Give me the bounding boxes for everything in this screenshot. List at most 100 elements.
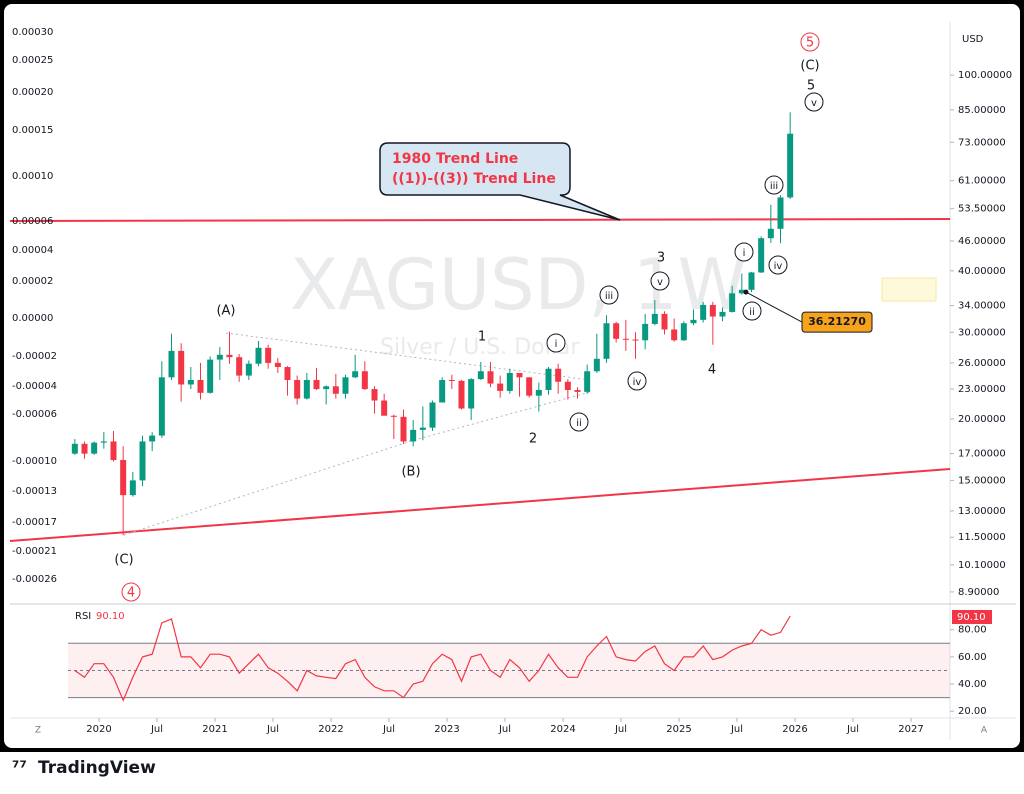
candle-body	[622, 338, 629, 340]
wave-label: (A)	[216, 304, 235, 319]
y-tick-label: 40.00000	[958, 266, 1006, 277]
x-tick-label: 2025	[666, 724, 691, 735]
left-axis-label: 0.00010	[12, 171, 53, 182]
wave-label: 4	[708, 363, 716, 378]
x-tick-label: Jul	[150, 724, 163, 735]
price-marker-line	[745, 291, 803, 323]
left-axis-label: 0.00030	[12, 27, 53, 38]
callout-line: 1980 Trend Line	[392, 151, 518, 167]
candle-body	[729, 293, 736, 312]
candle-body	[448, 379, 455, 381]
candle-body	[139, 441, 146, 481]
left-axis-label: 0.00015	[12, 125, 53, 136]
candle-body	[709, 304, 716, 317]
rsi-y-tick-label: 20.00	[958, 706, 987, 717]
y-tick-label: 85.00000	[958, 105, 1006, 116]
x-tick-label: Jul	[846, 724, 859, 735]
candle-body	[700, 304, 707, 320]
x-tick-label: 2022	[318, 724, 343, 735]
candle-body	[149, 435, 156, 442]
candle-body	[429, 402, 436, 428]
candle-body	[313, 379, 320, 390]
candle-body	[468, 379, 475, 409]
y-tick-label: 8.90000	[958, 587, 999, 598]
candle-body	[381, 400, 388, 416]
trend-line-1980	[9, 218, 951, 222]
wave-circle	[764, 175, 784, 195]
left-axis-label: -0.00010	[12, 456, 57, 467]
wave-circle	[627, 371, 647, 391]
candle-body	[671, 329, 678, 341]
candle-body	[535, 389, 542, 396]
candle-body	[719, 311, 726, 317]
rsi-value-box	[952, 610, 992, 624]
wave-circle	[121, 582, 141, 602]
candle-body	[758, 238, 765, 273]
x-tick-label: 2023	[434, 724, 459, 735]
y-tick-label: 13.00000	[958, 506, 1006, 517]
left-axis-label: 0.00004	[12, 245, 53, 256]
candle-body	[207, 359, 214, 393]
x-tick-label: 2026	[782, 724, 807, 735]
left-axis-label: 0.00020	[12, 87, 53, 98]
left-axis-label: 0.00000	[12, 313, 53, 324]
candle-body	[584, 371, 591, 392]
left-axis-label: 0.00006	[12, 216, 53, 227]
brand-logo: ⁷⁷	[12, 758, 27, 778]
candle-body	[680, 323, 687, 341]
candle-body	[477, 371, 484, 380]
candle-body	[120, 460, 127, 496]
candle-body	[129, 480, 136, 496]
wave-label: 4	[127, 586, 135, 601]
candle-body	[371, 389, 378, 401]
candle-body	[419, 427, 426, 430]
candle-body	[245, 363, 252, 376]
left-axis-label: 0.00002	[12, 276, 53, 287]
candle-body	[303, 379, 310, 399]
wave-circle	[804, 92, 824, 112]
left-axis-label: 0.00025	[12, 55, 53, 66]
button[interactable]: Z	[35, 726, 41, 736]
price-marker-dot	[743, 289, 749, 295]
left-axis-label: -0.00017	[12, 517, 57, 528]
candle-body	[593, 358, 600, 372]
wave-circle	[734, 242, 754, 262]
rsi-y-tick-label: 80.00	[958, 625, 987, 636]
left-axis-label: -0.00004	[12, 381, 57, 392]
callout-box	[379, 142, 621, 221]
candle-body	[352, 371, 359, 378]
currency: USD	[962, 34, 984, 45]
candle-body	[187, 379, 194, 385]
y-tick-label: 61.00000	[958, 176, 1006, 187]
left-axis-label: -0.00026	[12, 574, 57, 585]
wave-label: iii	[605, 291, 613, 302]
watermark-symbol: XAGUSD, 1W	[290, 244, 747, 326]
left-axis-label: -0.00013	[12, 486, 57, 497]
x-tick-label: Jul	[382, 724, 395, 735]
y-tick-label: 46.00000	[958, 236, 1006, 247]
left-axis-label: -0.00006	[12, 409, 57, 420]
candle-body	[91, 442, 98, 454]
wave-circle	[768, 255, 788, 275]
y-tick-label: 53.50000	[958, 204, 1006, 215]
candle-body	[574, 389, 581, 392]
candle-body	[555, 368, 562, 382]
wave-label: ii	[749, 307, 755, 318]
price-marker-label: 36.21270	[808, 315, 866, 328]
button[interactable]: A	[981, 726, 988, 736]
candle-body	[738, 289, 745, 294]
dotted-line	[225, 332, 591, 381]
wave-circle	[599, 285, 619, 305]
candle-body	[787, 133, 794, 198]
candle-body	[342, 377, 349, 394]
candle-body	[516, 372, 523, 378]
candle-body	[458, 380, 465, 409]
candle-body	[767, 228, 774, 239]
wave-label: 5	[807, 79, 815, 94]
candle-body	[603, 323, 610, 359]
candle-body	[361, 371, 368, 390]
candle-body	[332, 386, 339, 394]
wave-label: iv	[633, 377, 642, 388]
candle-body	[323, 386, 330, 390]
